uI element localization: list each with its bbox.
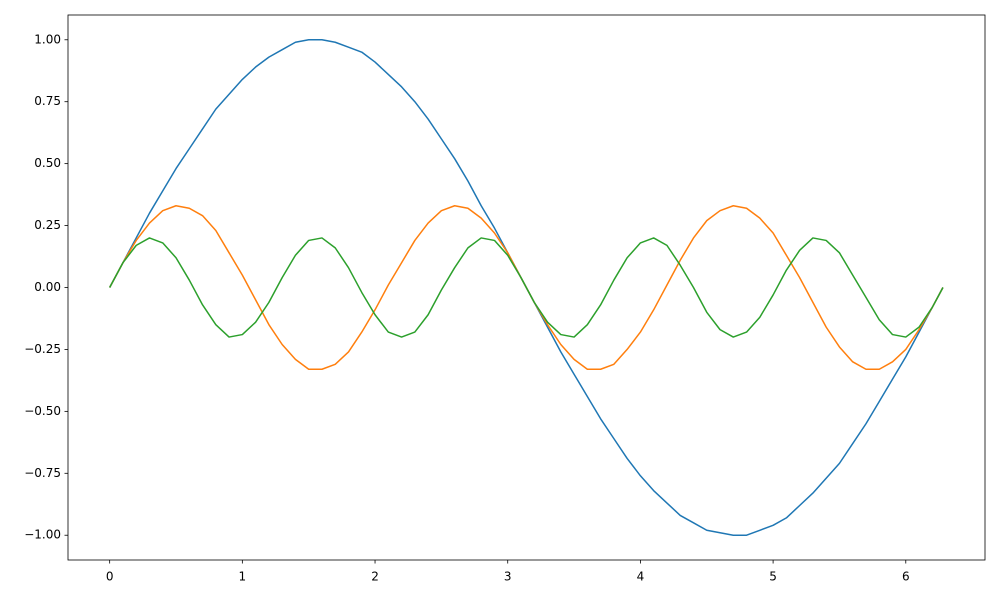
x-tick-label: 6 [902, 570, 910, 584]
x-tick-label: 0 [106, 570, 114, 584]
x-tick-label: 2 [371, 570, 379, 584]
x-tick-label: 1 [239, 570, 247, 584]
y-tick-label: −0.75 [24, 466, 61, 480]
x-tick-label: 5 [769, 570, 777, 584]
y-tick-label: 1.00 [34, 32, 61, 46]
y-tick-label: 0.75 [34, 94, 61, 108]
y-tick-label: −0.50 [24, 404, 61, 418]
y-tick-label: 0.25 [34, 218, 61, 232]
y-tick-label: 0.50 [34, 156, 61, 170]
y-tick-label: 0.00 [34, 280, 61, 294]
y-tick-label: −1.00 [24, 528, 61, 542]
x-tick-label: 3 [504, 570, 512, 584]
x-tick-label: 4 [637, 570, 645, 584]
line-series [108, 237, 944, 338]
y-tick-label: −0.25 [24, 342, 61, 356]
